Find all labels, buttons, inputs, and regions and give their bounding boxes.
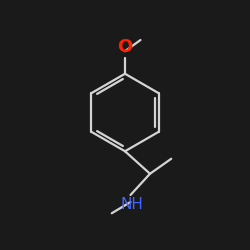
Text: NH: NH <box>120 197 143 212</box>
Text: O: O <box>118 38 132 56</box>
